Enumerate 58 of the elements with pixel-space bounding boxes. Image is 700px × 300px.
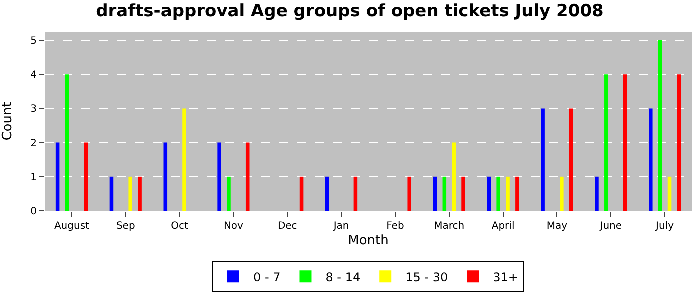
bar [623, 74, 628, 211]
x-tick-label: Jan [332, 221, 350, 232]
bar [433, 176, 438, 211]
y-tick-label: 2 [30, 138, 37, 150]
chart-title: drafts-approval Age groups of open tickets July 2008 [96, 1, 604, 22]
bar [452, 142, 456, 211]
x-axis-title: Month [348, 234, 389, 249]
bar [110, 176, 114, 211]
bar [487, 176, 492, 211]
bar [668, 176, 672, 211]
bar [541, 108, 545, 211]
bar [595, 176, 599, 211]
bar [56, 142, 60, 211]
y-axis-title: Count [0, 102, 16, 141]
y-tick-label: 0 [30, 206, 37, 218]
bar [182, 108, 186, 211]
legend-label: 0 - 7 [254, 270, 281, 284]
legend-label: 8 - 14 [326, 270, 361, 284]
legend-label: 31+ [493, 270, 518, 284]
bar [218, 142, 222, 211]
bar [246, 142, 250, 211]
y-tick-label: 3 [30, 104, 37, 116]
bar [84, 142, 88, 211]
bar [496, 176, 500, 211]
x-tick-label: April [492, 221, 515, 232]
y-tick-label: 1 [30, 172, 37, 184]
x-tick-label: June [599, 221, 622, 232]
bar [506, 176, 510, 211]
bar [658, 40, 662, 211]
x-tick-label: Dec [278, 221, 298, 232]
bar [354, 176, 358, 211]
bar [164, 142, 168, 211]
y-tick-label: 5 [30, 36, 37, 48]
x-tick-label: July [655, 221, 674, 232]
legend-label: 15 - 30 [406, 270, 448, 284]
bar [462, 176, 466, 211]
y-tick-label: 4 [30, 70, 37, 82]
x-tick-label: Sep [116, 221, 136, 232]
bar [326, 176, 330, 211]
bar [560, 176, 564, 211]
bar [649, 108, 653, 211]
bar [138, 176, 142, 211]
x-tick-label: May [546, 221, 568, 232]
x-tick-label: Nov [224, 221, 244, 232]
bar [408, 176, 412, 211]
bar [300, 176, 304, 211]
bar [677, 74, 682, 211]
bar [65, 74, 70, 211]
bar [442, 176, 447, 211]
bar [128, 176, 132, 211]
x-tick-label: Feb [386, 221, 404, 232]
x-tick-label: Oct [171, 221, 189, 232]
x-tick-label: March [434, 221, 465, 232]
bar [227, 176, 231, 211]
bar [569, 108, 574, 211]
x-tick-label: August [54, 221, 90, 232]
bar [604, 74, 608, 211]
bar [516, 176, 520, 211]
